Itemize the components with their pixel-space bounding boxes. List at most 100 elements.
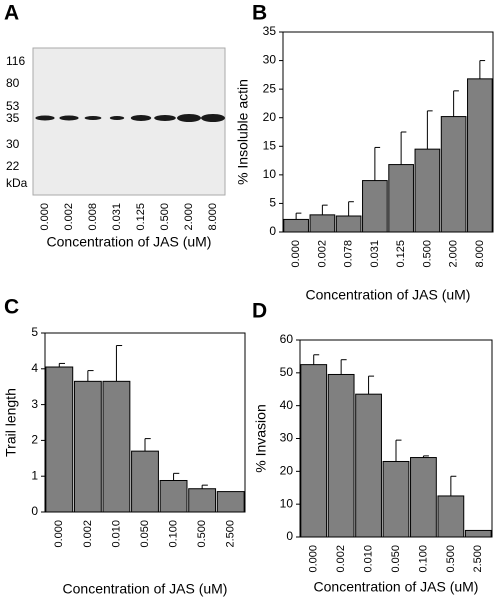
y-tick-label: 0 (269, 224, 276, 238)
y-tick-label: 5 (269, 196, 276, 210)
x-tick-label: 0.000 (308, 545, 320, 573)
marker-label: 30 (6, 137, 20, 151)
x-tick-label: 0.500 (159, 203, 171, 231)
x-axis-label: Concentration of JAS (uM) (314, 579, 479, 595)
x-tick-label: 0.002 (63, 203, 75, 231)
bar (464, 529, 492, 538)
bar (309, 214, 336, 233)
bar (388, 164, 414, 233)
bar (102, 380, 131, 513)
x-tick-label: 0.050 (390, 545, 402, 573)
band (130, 115, 152, 121)
x-tick-label: 2.000 (183, 203, 195, 231)
blot-image (32, 47, 226, 196)
y-tick-label: 20 (280, 464, 294, 478)
y-tick-label: 20 (263, 110, 277, 124)
panel-label: B (252, 2, 267, 25)
x-axis-label: Concentration of JAS (uM) (47, 234, 212, 250)
panel-label: D (252, 300, 267, 323)
x-tick-label: 0.010 (110, 520, 122, 548)
x-tick-label: 0.002 (335, 545, 347, 573)
x-tick-label: 0.000 (53, 520, 65, 548)
marker-label: 53 (6, 99, 20, 113)
bar (216, 491, 245, 513)
y-tick-label: 30 (280, 431, 294, 445)
y-tick-label: 4 (31, 361, 38, 375)
x-tick-label: 0.050 (139, 520, 151, 548)
marker-unit: kDa (6, 176, 28, 190)
y-tick-label: 25 (263, 81, 277, 95)
x-tick-label: 0.000 (39, 203, 51, 231)
x-tick-label: 0.100 (417, 545, 429, 573)
x-axis-label: Concentration of JAS (uM) (63, 581, 228, 597)
bar (327, 373, 355, 538)
bar (300, 364, 328, 538)
marker-label: 116 (6, 54, 25, 68)
y-tick-label: 2 (31, 433, 38, 447)
bar (414, 148, 441, 233)
y-tick-label: 40 (280, 398, 294, 412)
marker-label: 35 (6, 111, 20, 125)
y-tick-label: 0 (286, 529, 293, 543)
y-tick-label: 0 (31, 504, 38, 518)
marker-label: 22 (6, 159, 20, 173)
y-tick-label: 1 (31, 468, 38, 482)
bar (410, 457, 437, 538)
x-axis-label: Concentration of JAS (uM) (306, 287, 471, 303)
plot-frame (299, 339, 493, 538)
x-tick-label: 0.078 (343, 240, 355, 268)
band (109, 116, 125, 120)
y-axis-label: % Insoluble actin (235, 79, 251, 185)
bar (437, 495, 465, 538)
bar (159, 479, 188, 513)
bar (283, 218, 309, 233)
y-tick-label: 10 (263, 167, 277, 181)
y-axis-label: % Invasion (253, 404, 269, 472)
bar (131, 450, 159, 513)
bar (45, 366, 74, 513)
x-tick-label: 8.000 (207, 203, 219, 231)
bar (362, 180, 388, 233)
bar (467, 78, 493, 233)
x-tick-label: 0.100 (167, 520, 179, 548)
x-tick-label: 0.125 (135, 203, 147, 231)
bar (73, 380, 102, 513)
x-tick-label: 2.500 (472, 545, 484, 573)
x-tick-label: 0.008 (87, 203, 99, 231)
band (84, 116, 102, 120)
x-tick-label: 0.031 (111, 203, 123, 231)
x-tick-label: 0.002 (316, 240, 328, 268)
plot-frame (282, 31, 494, 233)
band (154, 115, 176, 121)
y-tick-label: 30 (263, 53, 277, 67)
bar (188, 488, 217, 513)
x-tick-label: 0.500 (196, 520, 208, 548)
panel-label: C (4, 296, 19, 319)
x-tick-label: 0.125 (395, 240, 407, 268)
x-tick-label: 0.002 (82, 520, 94, 548)
marker-label: 80 (6, 76, 20, 90)
x-tick-label: 2.500 (225, 520, 237, 548)
band (59, 115, 79, 121)
bar (382, 460, 410, 538)
y-tick-label: 35 (263, 24, 277, 38)
y-tick-label: 10 (280, 496, 294, 510)
x-tick-label: 0.000 (290, 240, 302, 268)
bar (335, 215, 362, 233)
x-tick-label: 2.000 (448, 240, 460, 268)
x-tick-label: 0.500 (445, 545, 457, 573)
band (201, 114, 225, 122)
y-axis-label: Trail length (3, 388, 19, 457)
x-tick-label: 0.031 (369, 240, 381, 268)
y-tick-label: 60 (280, 332, 294, 346)
y-tick-label: 50 (280, 365, 294, 379)
y-tick-label: 15 (263, 138, 277, 152)
y-tick-label: 3 (31, 397, 38, 411)
band (35, 115, 55, 121)
y-tick-label: 5 (31, 325, 38, 339)
band (177, 114, 201, 122)
plot-frame (44, 332, 246, 513)
x-tick-label: 8.000 (474, 240, 486, 268)
x-tick-label: 0.500 (421, 240, 433, 268)
bar (355, 393, 382, 538)
